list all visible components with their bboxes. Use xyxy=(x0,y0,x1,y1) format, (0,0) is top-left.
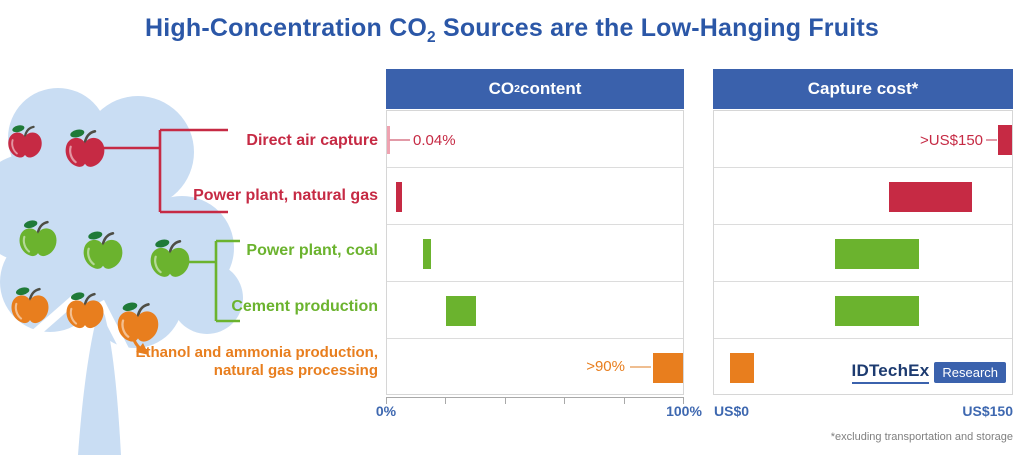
idtechex-logo: IDTechEx Research xyxy=(851,361,1006,384)
header-text-end: content xyxy=(519,79,582,98)
dac-cost-value: >US$150 xyxy=(920,132,983,149)
co2-content-plot xyxy=(386,110,684,395)
research-badge: Research xyxy=(934,362,1006,383)
header-text: CO xyxy=(488,79,515,98)
capture-cost-bars xyxy=(714,111,1012,394)
title-text-end: Sources are the Low-Hanging Fruits xyxy=(435,14,879,42)
bar xyxy=(653,352,683,383)
row-label-line1: Ethanol and ammonia production, xyxy=(135,344,378,361)
bar xyxy=(395,181,402,212)
red-bracket xyxy=(104,128,228,214)
gridline xyxy=(714,167,1012,168)
axis-min-label: US$0 xyxy=(714,403,750,419)
ethanol-co2-value: >90% xyxy=(586,358,625,375)
axis-tick xyxy=(504,398,506,404)
bar xyxy=(888,181,973,212)
axis-max-label: US$150 xyxy=(962,403,1013,419)
bar xyxy=(729,352,754,383)
capture-cost-header: Capture cost* xyxy=(713,69,1013,109)
axis-max-label: 100% xyxy=(666,403,702,419)
idtechex-wordmark: IDTechEx xyxy=(851,361,930,384)
row-label-line2: natural gas processing xyxy=(213,362,378,379)
green-bracket xyxy=(188,239,240,323)
tree-branch-gaps xyxy=(11,292,134,363)
row-label-ethanol-ammonia: Ethanol and ammonia production, natural … xyxy=(58,344,378,380)
co2-content-bars xyxy=(387,111,683,394)
capture-cost-plot xyxy=(713,110,1013,395)
gridline xyxy=(714,281,1012,282)
axis-tick xyxy=(683,398,684,404)
gridline xyxy=(714,338,1012,339)
leader-line xyxy=(389,139,410,141)
row-label-direct-air-capture: Direct air capture xyxy=(246,132,378,149)
bar xyxy=(446,295,476,326)
co2-content-header: CO 2 content xyxy=(386,69,684,109)
row-label-power-plant-coal: Power plant, coal xyxy=(246,242,378,259)
title-text: High-Concentration CO xyxy=(145,14,427,42)
header-text: Capture cost* xyxy=(807,79,919,98)
gridline xyxy=(387,338,683,339)
row-label-power-plant-natural-gas: Power plant, natural gas xyxy=(193,187,378,204)
bar xyxy=(835,238,919,269)
axis-tick xyxy=(564,398,566,404)
axis-tick xyxy=(386,398,387,404)
gridline xyxy=(387,224,683,225)
page-title: High-Concentration CO2 Sources are the L… xyxy=(0,14,1024,47)
footnote: *excluding transportation and storage xyxy=(830,431,1013,443)
tree-illustration xyxy=(0,88,243,455)
bar xyxy=(422,238,432,269)
axis-min-label: 0% xyxy=(375,403,397,419)
gridline xyxy=(714,224,1012,225)
row-label-cement-production: Cement production xyxy=(231,298,378,315)
title-subscript: 2 xyxy=(426,29,436,46)
gridline xyxy=(387,167,683,168)
orange-arrowhead xyxy=(136,343,149,355)
value-marker xyxy=(387,125,390,154)
axis-tick xyxy=(623,398,625,404)
bar xyxy=(998,124,1012,155)
leader-line xyxy=(630,366,651,368)
co2-axis xyxy=(386,397,684,404)
bar xyxy=(835,295,919,326)
dac-co2-value: 0.04% xyxy=(413,132,456,149)
header-subscript: 2 xyxy=(514,83,520,95)
gridline xyxy=(387,281,683,282)
leader-line xyxy=(986,139,997,141)
axis-tick xyxy=(445,398,447,404)
tree-trunk xyxy=(78,311,121,455)
